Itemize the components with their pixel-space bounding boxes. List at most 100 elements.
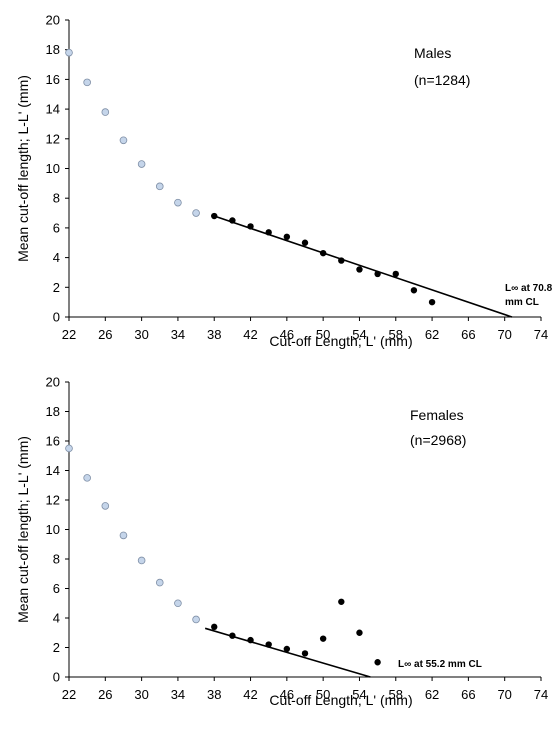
linf-label: L∞ at 70.8 bbox=[505, 283, 553, 294]
filled-point bbox=[338, 598, 345, 605]
open-point bbox=[192, 615, 200, 624]
x-tick-label: 54 bbox=[352, 327, 366, 342]
x-tick-label: 74 bbox=[534, 687, 548, 702]
x-tick-label: 74 bbox=[534, 327, 548, 342]
x-tick-label: 70 bbox=[497, 327, 511, 342]
filled-point bbox=[283, 233, 291, 241]
y-tick-label: 0 bbox=[53, 310, 60, 325]
y-tick-label: 8 bbox=[53, 191, 60, 206]
filled-point bbox=[211, 212, 218, 220]
filled-point bbox=[265, 641, 272, 648]
filled-point bbox=[338, 257, 345, 264]
x-tick-label: 26 bbox=[98, 327, 112, 342]
x-tick-label: 54 bbox=[352, 687, 366, 702]
y-tick-label: 12 bbox=[46, 131, 60, 146]
x-tick-label: 66 bbox=[461, 687, 475, 702]
open-point bbox=[174, 599, 182, 608]
y-tick-label: 12 bbox=[46, 493, 60, 508]
open-point bbox=[137, 556, 146, 565]
open-point bbox=[101, 502, 110, 510]
linf-label-line2: mm CL bbox=[505, 297, 539, 308]
y-tick-label: 10 bbox=[46, 161, 60, 176]
filled-point bbox=[247, 223, 254, 230]
x-tick-label: 66 bbox=[461, 327, 475, 342]
open-point bbox=[101, 108, 110, 116]
x-tick-label: 26 bbox=[98, 687, 112, 702]
filled-point bbox=[229, 632, 236, 639]
y-tick-label: 14 bbox=[46, 102, 60, 117]
x-tick-label: 58 bbox=[389, 687, 403, 702]
filled-point bbox=[428, 298, 436, 306]
linf-label: L∞ at 55.2 mm CL bbox=[398, 659, 482, 670]
y-tick-label: 6 bbox=[53, 581, 60, 596]
open-point bbox=[137, 160, 146, 168]
x-tick-label: 58 bbox=[389, 327, 403, 342]
y-tick-label: 2 bbox=[53, 640, 60, 655]
y-tick-label: 8 bbox=[53, 552, 60, 567]
sample-size-label: (n=2968) bbox=[410, 432, 466, 448]
y-tick-label: 20 bbox=[46, 375, 60, 390]
y-tick-label: 0 bbox=[53, 670, 60, 685]
x-tick-label: 34 bbox=[171, 327, 185, 342]
x-tick-label: 42 bbox=[243, 327, 257, 342]
filled-point bbox=[301, 239, 309, 246]
open-point bbox=[155, 182, 164, 191]
x-tick-label: 30 bbox=[134, 327, 148, 342]
x-tick-label: 34 bbox=[171, 687, 185, 702]
filled-point bbox=[356, 266, 363, 273]
x-tick-label: 46 bbox=[280, 687, 294, 702]
x-tick-label: 22 bbox=[62, 327, 76, 342]
filled-point bbox=[211, 623, 218, 631]
x-tick-label: 50 bbox=[316, 327, 330, 342]
y-tick-label: 16 bbox=[46, 434, 60, 449]
x-tick-label: 70 bbox=[497, 687, 511, 702]
filled-point bbox=[319, 635, 327, 642]
x-axis-label: Cut-off Length; L' (mm) bbox=[269, 692, 412, 708]
y-tick-label: 18 bbox=[46, 404, 60, 419]
y-tick-label: 6 bbox=[53, 220, 60, 235]
x-tick-label: 38 bbox=[207, 687, 221, 702]
open-point bbox=[83, 474, 91, 482]
filled-point bbox=[410, 287, 418, 294]
open-point bbox=[119, 136, 128, 145]
x-tick-label: 38 bbox=[207, 327, 221, 342]
x-axis-label: Cut-off Length; L' (mm) bbox=[269, 333, 412, 349]
y-tick-label: 4 bbox=[53, 611, 60, 626]
open-point bbox=[192, 209, 200, 217]
filled-point bbox=[265, 229, 272, 236]
filled-point bbox=[301, 650, 309, 657]
filled-point bbox=[229, 217, 236, 224]
filled-point bbox=[374, 659, 381, 666]
y-tick-label: 2 bbox=[53, 280, 60, 295]
y-axis-label: Mean cut-off length; L-L' (mm) bbox=[15, 75, 31, 262]
y-tick-label: 20 bbox=[46, 13, 60, 28]
open-point bbox=[119, 531, 128, 540]
filled-point bbox=[319, 249, 327, 257]
open-point bbox=[65, 444, 73, 453]
filled-point bbox=[374, 270, 381, 278]
open-point bbox=[83, 78, 91, 87]
y-axis-label: Mean cut-off length; L-L' (mm) bbox=[15, 436, 31, 623]
x-tick-label: 50 bbox=[316, 687, 330, 702]
y-tick-label: 4 bbox=[53, 250, 60, 265]
y-tick-label: 10 bbox=[46, 522, 60, 537]
regression-line bbox=[213, 215, 513, 318]
x-tick-label: 62 bbox=[425, 327, 439, 342]
filled-point bbox=[247, 636, 254, 644]
x-tick-label: 62 bbox=[425, 687, 439, 702]
sample-size-label: (n=1284) bbox=[414, 72, 470, 88]
x-tick-label: 42 bbox=[243, 687, 257, 702]
group-label: Females bbox=[410, 407, 464, 423]
filled-point bbox=[283, 645, 291, 653]
open-point bbox=[174, 198, 182, 207]
x-tick-label: 46 bbox=[280, 327, 294, 342]
x-tick-label: 22 bbox=[62, 687, 76, 702]
open-point bbox=[65, 48, 73, 57]
filled-point bbox=[356, 629, 363, 636]
open-point bbox=[155, 578, 164, 587]
x-tick-label: 30 bbox=[134, 687, 148, 702]
